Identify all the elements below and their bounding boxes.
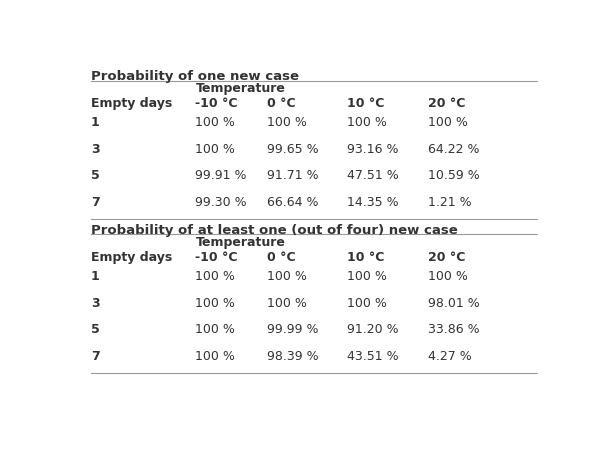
Text: 10.59 %: 10.59 % <box>428 170 480 182</box>
Text: 66.64 %: 66.64 % <box>267 196 318 209</box>
Text: 98.01 %: 98.01 % <box>428 297 480 310</box>
Text: 100 %: 100 % <box>196 143 235 156</box>
Text: 91.20 %: 91.20 % <box>348 323 399 337</box>
Text: 99.30 %: 99.30 % <box>196 196 247 209</box>
Text: 1.21 %: 1.21 % <box>428 196 472 209</box>
Text: 100 %: 100 % <box>348 116 387 129</box>
Text: 100 %: 100 % <box>267 270 306 283</box>
Text: 47.51 %: 47.51 % <box>348 170 399 182</box>
Text: 99.65 %: 99.65 % <box>267 143 318 156</box>
Text: 10 °C: 10 °C <box>348 251 385 264</box>
Text: 100 %: 100 % <box>348 270 387 283</box>
Text: Empty days: Empty days <box>91 97 172 110</box>
Text: 100 %: 100 % <box>196 297 235 310</box>
Text: 1: 1 <box>91 116 100 129</box>
Text: 4.27 %: 4.27 % <box>428 350 472 363</box>
Text: 100 %: 100 % <box>196 270 235 283</box>
Text: -10 °C: -10 °C <box>196 97 238 110</box>
Text: 0 °C: 0 °C <box>267 251 295 264</box>
Text: 99.91 %: 99.91 % <box>196 170 247 182</box>
Text: 100 %: 100 % <box>196 323 235 337</box>
Text: 100 %: 100 % <box>428 116 468 129</box>
Text: 5: 5 <box>91 323 100 337</box>
Text: 93.16 %: 93.16 % <box>348 143 399 156</box>
Text: Probability of at least one (out of four) new case: Probability of at least one (out of four… <box>91 224 458 237</box>
Text: 100 %: 100 % <box>267 297 306 310</box>
Text: 100 %: 100 % <box>267 116 306 129</box>
Text: 3: 3 <box>91 297 99 310</box>
Text: 100 %: 100 % <box>196 116 235 129</box>
Text: 100 %: 100 % <box>348 297 387 310</box>
Text: 98.39 %: 98.39 % <box>267 350 318 363</box>
Text: 7: 7 <box>91 350 100 363</box>
Text: 7: 7 <box>91 196 100 209</box>
Text: 100 %: 100 % <box>428 270 468 283</box>
Text: 91.71 %: 91.71 % <box>267 170 318 182</box>
Text: 10 °C: 10 °C <box>348 97 385 110</box>
Text: 64.22 %: 64.22 % <box>428 143 480 156</box>
Text: 20 °C: 20 °C <box>428 97 465 110</box>
Text: Empty days: Empty days <box>91 251 172 264</box>
Text: 100 %: 100 % <box>196 350 235 363</box>
Text: 33.86 %: 33.86 % <box>428 323 480 337</box>
Text: 5: 5 <box>91 170 100 182</box>
Text: 43.51 %: 43.51 % <box>348 350 399 363</box>
Text: Temperature: Temperature <box>196 82 285 95</box>
Text: 20 °C: 20 °C <box>428 251 465 264</box>
Text: Probability of one new case: Probability of one new case <box>91 70 299 82</box>
Text: -10 °C: -10 °C <box>196 251 238 264</box>
Text: 1: 1 <box>91 270 100 283</box>
Text: 3: 3 <box>91 143 99 156</box>
Text: 14.35 %: 14.35 % <box>348 196 399 209</box>
Text: Temperature: Temperature <box>196 237 285 249</box>
Text: 99.99 %: 99.99 % <box>267 323 318 337</box>
Text: 0 °C: 0 °C <box>267 97 295 110</box>
